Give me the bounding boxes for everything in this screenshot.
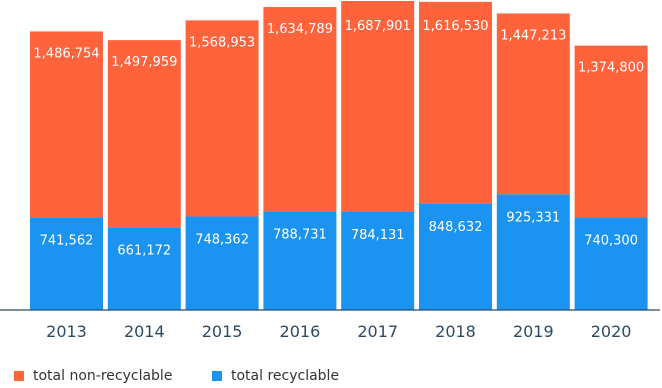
data-label-non-recyclable-2017: 1,687,901 — [345, 19, 411, 34]
legend-label-recyclable: total recyclable — [231, 368, 340, 384]
bar-recyclable-2015[interactable] — [185, 216, 259, 310]
data-label-recyclable-2018: 848,632 — [429, 220, 483, 235]
bar-recyclable-2017[interactable] — [341, 211, 415, 310]
x-tick-label-2019: 2019 — [513, 322, 554, 341]
bar-non-recyclable-2020[interactable] — [574, 45, 648, 218]
data-label-non-recyclable-2013: 1,486,754 — [33, 46, 99, 61]
bar-recyclable-2019[interactable] — [496, 194, 570, 310]
bar-recyclable-2013[interactable] — [30, 217, 103, 310]
legend-label-non-recyclable: total non-recyclable — [33, 368, 173, 384]
legend-item-non-recyclable[interactable]: total non-recyclable — [14, 368, 172, 384]
bar-non-recyclable-2014[interactable] — [107, 40, 181, 228]
legend: total non-recyclable total recyclable — [0, 368, 662, 388]
bars-group: 1,486,754 741,562 1,497,959 661,172 1,568,95… — [30, 0, 648, 310]
bar-non-recyclable-2017[interactable] — [341, 0, 415, 212]
x-tick-label-2020: 2020 — [591, 322, 632, 341]
data-label-recyclable-2014: 661,172 — [117, 243, 171, 258]
x-tick-label-2016: 2016 — [280, 322, 321, 341]
legend-swatch-recyclable — [212, 371, 222, 381]
x-tick-label-2017: 2017 — [357, 322, 398, 341]
data-label-recyclable-2020: 740,300 — [584, 233, 638, 248]
data-label-non-recyclable-2019: 1,447,213 — [500, 28, 566, 43]
data-label-recyclable-2013: 741,562 — [40, 233, 94, 248]
data-label-non-recyclable-2018: 1,616,530 — [422, 19, 488, 34]
bar-non-recyclable-2019[interactable] — [496, 13, 570, 195]
bar-recyclable-2016[interactable] — [263, 211, 337, 310]
data-label-recyclable-2015: 748,362 — [195, 232, 249, 247]
bar-recyclable-2014[interactable] — [107, 227, 181, 310]
data-label-recyclable-2016: 788,731 — [273, 227, 327, 242]
legend-swatch-non-recyclable — [14, 371, 24, 381]
x-tick-label-2014: 2014 — [124, 322, 165, 341]
data-label-non-recyclable-2015: 1,568,953 — [189, 35, 255, 50]
legend-item-recyclable[interactable]: total recyclable — [212, 368, 339, 384]
bar-non-recyclable-2016[interactable] — [263, 7, 337, 212]
x-tick-label-2013: 2013 — [46, 322, 87, 341]
data-label-non-recyclable-2020: 1,374,800 — [578, 61, 644, 76]
data-label-non-recyclable-2014: 1,497,959 — [111, 55, 177, 70]
x-axis-tick-labels: 2013 2014 2015 2016 2017 2018 2019 2020 — [46, 322, 631, 341]
bar-non-recyclable-2013[interactable] — [30, 31, 103, 218]
bar-recyclable-2020[interactable] — [574, 217, 648, 310]
bar-non-recyclable-2018[interactable] — [419, 1, 492, 204]
bar-non-recyclable-2015[interactable] — [185, 20, 259, 217]
data-label-recyclable-2019: 925,331 — [506, 210, 560, 225]
x-tick-label-2018: 2018 — [435, 322, 476, 341]
data-label-recyclable-2017: 784,131 — [351, 228, 405, 243]
x-tick-label-2015: 2015 — [202, 322, 243, 341]
data-label-non-recyclable-2016: 1,634,789 — [267, 22, 333, 37]
bar-recyclable-2018[interactable] — [419, 203, 492, 310]
